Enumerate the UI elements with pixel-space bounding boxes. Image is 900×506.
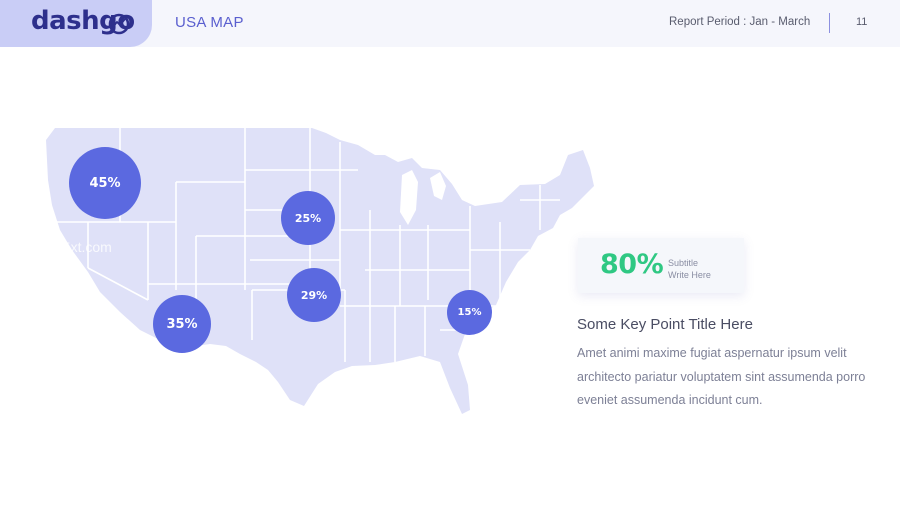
report-period: Report Period : Jan - March: [669, 16, 811, 28]
stat-subtitle-line1: Subtitle: [668, 258, 699, 268]
map-bubble-35: 35%: [153, 295, 211, 353]
header-bar: dashgo USA MAP Report Period : Jan - Mar…: [0, 0, 900, 47]
map-bubble-25: 25%: [281, 191, 335, 245]
map-bubble-29: 29%: [287, 268, 341, 322]
stat-subtitle-line2: Write Here: [668, 270, 711, 280]
page-title: USA MAP: [175, 14, 244, 31]
great-lakes: [400, 170, 446, 225]
chart-icon: [108, 13, 130, 35]
stat-subtitle: Subtitle Write Here: [668, 257, 711, 281]
stat-value: 80%: [600, 249, 664, 280]
key-point-body: Amet animi maxime fugiat aspernatur ipsu…: [577, 346, 866, 407]
logo-container: dashgo: [0, 0, 152, 47]
map-bubble-45: 45%: [69, 147, 141, 219]
stat-card: 80% Subtitle Write Here: [578, 238, 744, 293]
map-bubble-15: 15%: [447, 290, 492, 335]
logo-text: dashgo: [31, 6, 135, 36]
watermark-text: 25xt.com: [55, 239, 112, 255]
header-divider: [829, 13, 830, 33]
key-point-title: Some Key Point Title Here: [577, 316, 753, 333]
page-number: 11: [856, 16, 868, 28]
